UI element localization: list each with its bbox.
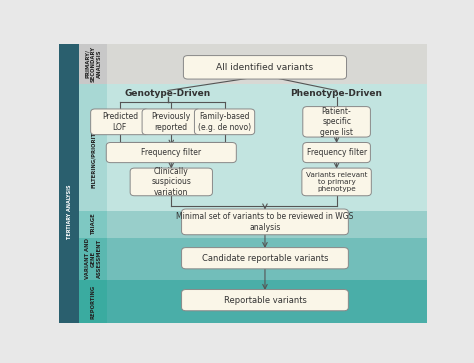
Bar <box>80 211 107 238</box>
Bar <box>59 44 80 323</box>
Text: TERTIARY ANALYSIS: TERTIARY ANALYSIS <box>67 184 72 238</box>
Text: Patient-
specific
gene list: Patient- specific gene list <box>320 107 353 137</box>
Text: Candidate reportable variants: Candidate reportable variants <box>202 254 328 263</box>
Text: Clinically
suspicious
variation: Clinically suspicious variation <box>151 167 191 197</box>
Bar <box>80 280 107 323</box>
Text: TRIAGE: TRIAGE <box>91 214 96 236</box>
Text: Frequency filter: Frequency filter <box>141 148 201 157</box>
Text: Variants relevant
to primary
phenotype: Variants relevant to primary phenotype <box>306 172 367 192</box>
Text: Reportable variants: Reportable variants <box>224 295 306 305</box>
Bar <box>80 44 107 84</box>
Text: VARIANT AND
GENE
ASSESSMENT: VARIANT AND GENE ASSESSMENT <box>85 238 101 279</box>
FancyBboxPatch shape <box>182 209 348 235</box>
Bar <box>80 238 107 280</box>
Bar <box>80 84 107 211</box>
FancyBboxPatch shape <box>303 107 370 137</box>
Bar <box>107 280 427 323</box>
FancyBboxPatch shape <box>302 168 371 196</box>
Text: FILTERING/PRIORITIZATION: FILTERING/PRIORITIZATION <box>91 108 96 188</box>
FancyBboxPatch shape <box>183 56 346 79</box>
Text: Previously
reported: Previously reported <box>152 112 191 131</box>
Text: Family-based
(e.g. de novo): Family-based (e.g. de novo) <box>198 112 251 131</box>
FancyBboxPatch shape <box>182 290 348 311</box>
Text: Phenotype-Driven: Phenotype-Driven <box>291 89 383 98</box>
FancyBboxPatch shape <box>130 168 212 196</box>
Text: Genotype-Driven: Genotype-Driven <box>125 89 211 98</box>
Bar <box>107 84 427 211</box>
FancyBboxPatch shape <box>106 143 237 163</box>
FancyBboxPatch shape <box>91 109 149 135</box>
FancyBboxPatch shape <box>194 109 255 135</box>
FancyBboxPatch shape <box>142 109 201 135</box>
Text: Predicted
LOF: Predicted LOF <box>102 112 138 131</box>
Bar <box>107 238 427 280</box>
Text: All identified variants: All identified variants <box>217 63 313 72</box>
Text: Frequency filter: Frequency filter <box>307 148 367 157</box>
Text: PRIMARY/
SECONDARY
ANALYSIS: PRIMARY/ SECONDARY ANALYSIS <box>85 46 101 82</box>
Bar <box>107 211 427 238</box>
Bar <box>107 44 427 84</box>
FancyBboxPatch shape <box>182 248 348 269</box>
FancyBboxPatch shape <box>303 143 370 163</box>
Text: REPORTING: REPORTING <box>91 284 96 319</box>
Text: Minimal set of variants to be reviewed in WGS
analysis: Minimal set of variants to be reviewed i… <box>176 212 354 232</box>
